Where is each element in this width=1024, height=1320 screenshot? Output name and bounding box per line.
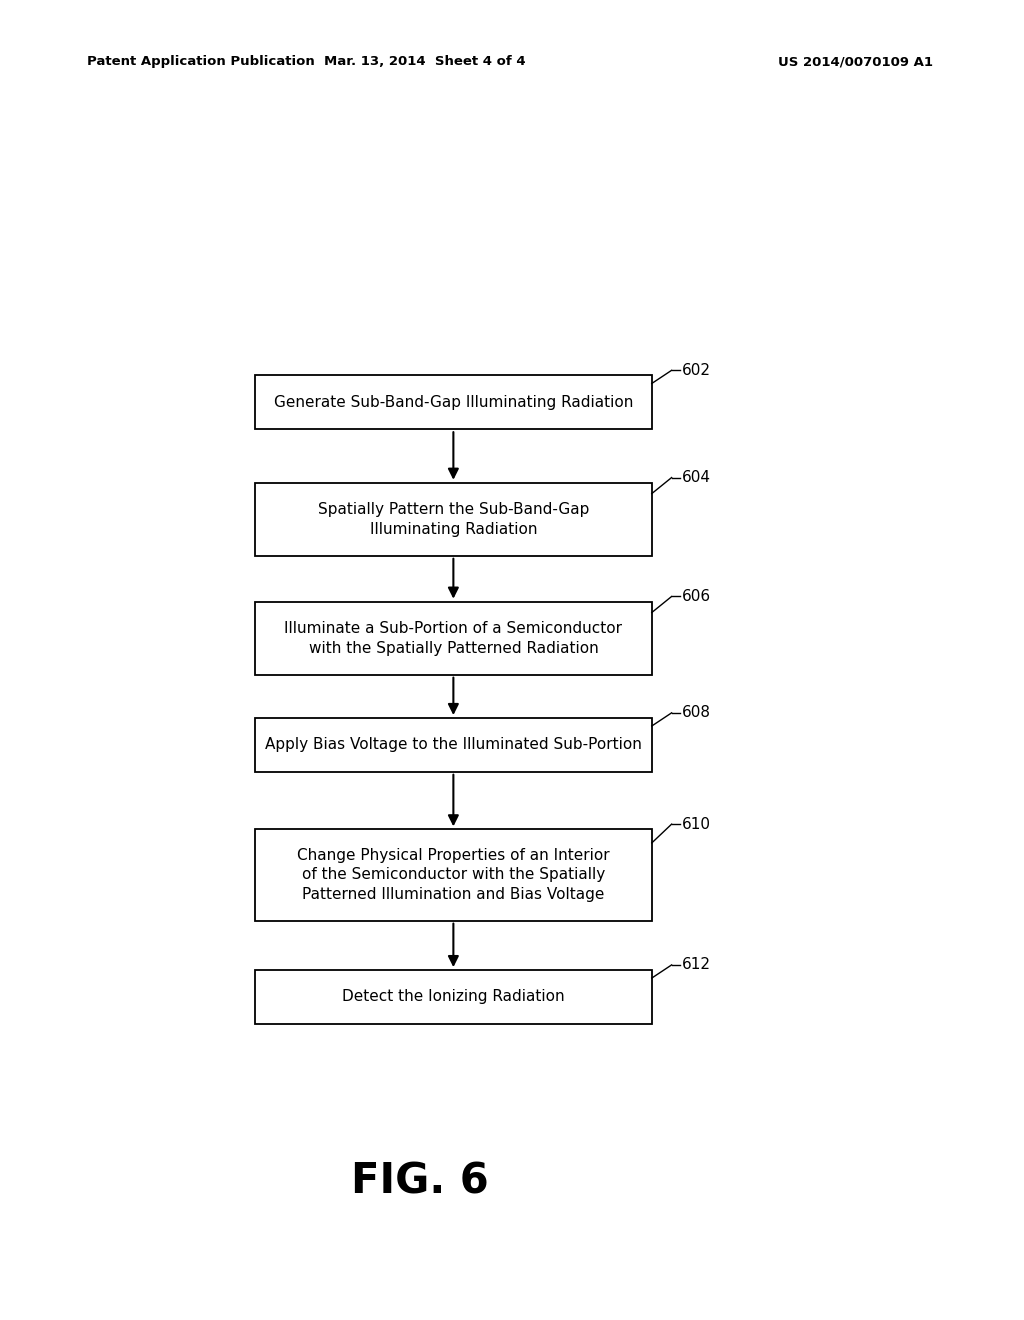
Text: FIG. 6: FIG. 6 (351, 1160, 488, 1203)
FancyBboxPatch shape (255, 375, 651, 429)
Text: 602: 602 (682, 363, 711, 378)
FancyBboxPatch shape (255, 829, 651, 921)
FancyBboxPatch shape (255, 718, 651, 772)
Text: 608: 608 (682, 705, 711, 721)
Text: US 2014/0070109 A1: US 2014/0070109 A1 (778, 55, 933, 69)
Text: Generate Sub-Band-Gap Illuminating Radiation: Generate Sub-Band-Gap Illuminating Radia… (273, 395, 633, 409)
Text: Apply Bias Voltage to the Illuminated Sub-Portion: Apply Bias Voltage to the Illuminated Su… (265, 738, 642, 752)
FancyBboxPatch shape (255, 483, 651, 556)
Text: Patent Application Publication: Patent Application Publication (87, 55, 314, 69)
Text: Illuminate a Sub-Portion of a Semiconductor
with the Spatially Patterned Radiati: Illuminate a Sub-Portion of a Semiconduc… (285, 620, 623, 656)
FancyBboxPatch shape (255, 602, 651, 675)
Text: 610: 610 (682, 817, 711, 832)
Text: 612: 612 (682, 957, 711, 973)
Text: Spatially Pattern the Sub-Band-Gap
Illuminating Radiation: Spatially Pattern the Sub-Band-Gap Illum… (317, 502, 589, 537)
Text: Mar. 13, 2014  Sheet 4 of 4: Mar. 13, 2014 Sheet 4 of 4 (325, 55, 525, 69)
FancyBboxPatch shape (255, 970, 651, 1024)
Text: 604: 604 (682, 470, 711, 484)
Text: 606: 606 (682, 589, 711, 605)
Text: Detect the Ionizing Radiation: Detect the Ionizing Radiation (342, 990, 564, 1005)
Text: Change Physical Properties of an Interior
of the Semiconductor with the Spatiall: Change Physical Properties of an Interio… (297, 847, 609, 903)
